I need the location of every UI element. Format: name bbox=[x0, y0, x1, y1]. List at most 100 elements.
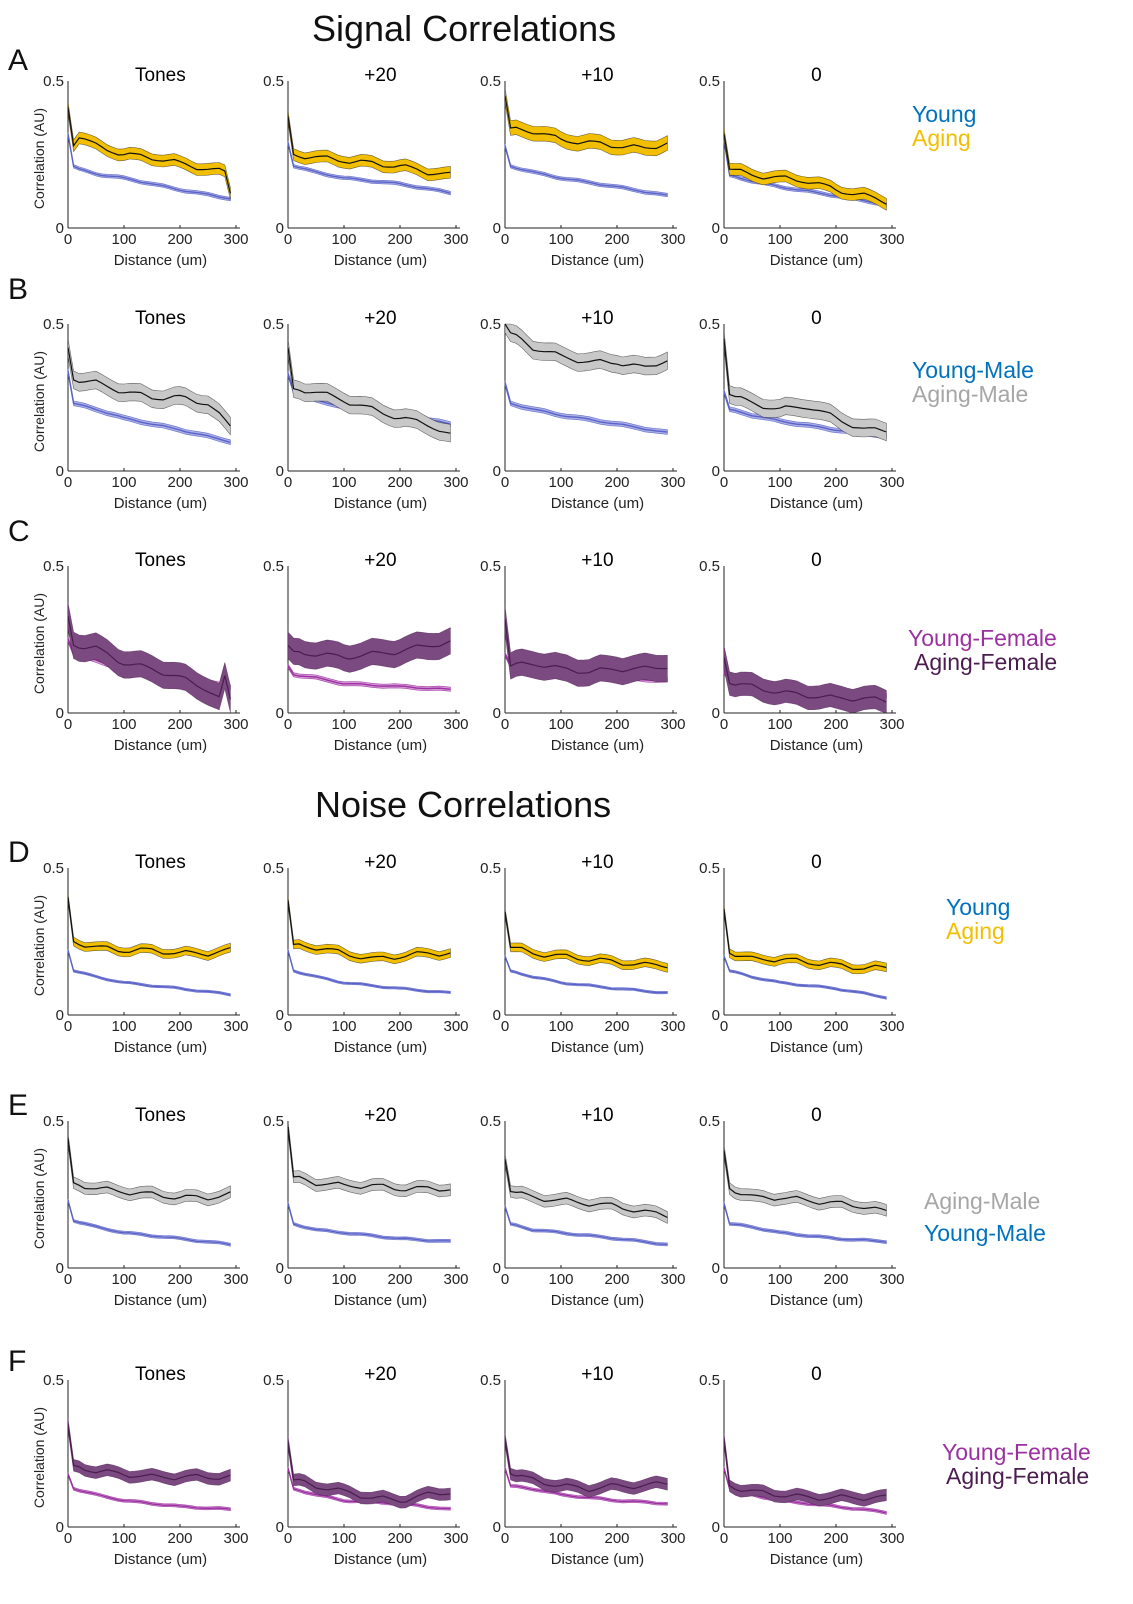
line-young-male bbox=[67, 370, 231, 443]
line-young-male bbox=[67, 1200, 231, 1246]
y-tick-label: 0 bbox=[493, 1519, 501, 1536]
legend-entry-aging-female: Aging-Female bbox=[946, 1463, 1090, 1489]
x-tick-label: 100 bbox=[548, 231, 573, 248]
x-tick-label: 0 bbox=[64, 716, 72, 733]
x-tick-label: 300 bbox=[879, 1530, 904, 1547]
y-tick-label: 0.5 bbox=[263, 316, 284, 333]
y-tick-label: 0.5 bbox=[43, 558, 64, 575]
x-tick-label: 100 bbox=[331, 231, 356, 248]
x-tick-label: 100 bbox=[767, 1530, 792, 1547]
x-tick-label: 100 bbox=[331, 1530, 356, 1547]
panel-title: +10 bbox=[581, 65, 613, 86]
x-axis-label: Distance (um) bbox=[770, 252, 863, 269]
panel-title: +20 bbox=[364, 1105, 396, 1126]
panel-f-1: Tones 0 100 200 300 0 0.5 Distance (um) Correlat… bbox=[31, 1364, 249, 1568]
line-aging-female bbox=[287, 1441, 451, 1503]
x-axis-label: Distance (um) bbox=[114, 252, 207, 269]
band-young bbox=[504, 954, 668, 995]
band-aging-female bbox=[287, 1435, 451, 1509]
panel-title: +10 bbox=[581, 1105, 613, 1126]
line-aging-female bbox=[504, 1438, 668, 1493]
y-tick-label: 0.5 bbox=[263, 73, 284, 90]
band-aging bbox=[67, 892, 231, 961]
x-tick-label: 0 bbox=[284, 716, 292, 733]
x-tick-label: 0 bbox=[501, 716, 509, 733]
x-tick-label: 100 bbox=[111, 474, 136, 491]
band-aging-male bbox=[723, 329, 887, 442]
x-axis-label: Distance (um) bbox=[114, 1551, 207, 1568]
y-tick-label: 0.5 bbox=[480, 860, 501, 877]
y-tick-label: 0 bbox=[56, 1007, 64, 1024]
panel-e-2: +20 0 100 200 300 0 0.5 Distance (um) bbox=[263, 1105, 468, 1309]
row-letter-f: F bbox=[8, 1345, 27, 1378]
x-tick-label: 300 bbox=[660, 716, 685, 733]
legend-e: Aging-Male Young-Male bbox=[924, 1189, 1046, 1245]
x-tick-label: 300 bbox=[660, 231, 685, 248]
band-aging-female bbox=[723, 645, 887, 714]
x-tick-label: 200 bbox=[604, 1018, 629, 1035]
line-aging bbox=[723, 909, 887, 971]
line-young bbox=[287, 950, 451, 994]
x-axis-label: Distance (um) bbox=[334, 737, 427, 754]
panel-title: 0 bbox=[811, 1105, 822, 1126]
legend-entry-aging-female: Aging-Female bbox=[914, 649, 1058, 675]
legend-f: Young-Female Aging-Female bbox=[942, 1440, 1091, 1488]
panel-a-2: +20 0 100 200 300 0 0.5 Distance (um) bbox=[263, 65, 468, 269]
legend-a: Young Aging bbox=[912, 102, 976, 150]
y-tick-label: 0 bbox=[276, 463, 284, 480]
y-tick-label: 0.5 bbox=[480, 558, 501, 575]
x-axis-label: Distance (um) bbox=[334, 495, 427, 512]
panel-title: Tones bbox=[135, 550, 186, 571]
legend-entry-aging-male: Aging-Male bbox=[924, 1188, 1041, 1214]
row-letter-b: B bbox=[8, 273, 29, 306]
legend-entry-young: Young bbox=[946, 894, 1011, 920]
x-tick-label: 100 bbox=[111, 1271, 136, 1288]
x-tick-label: 100 bbox=[767, 716, 792, 733]
x-tick-label: 0 bbox=[284, 1271, 292, 1288]
line-aging bbox=[287, 116, 451, 176]
x-axis-label: Distance (um) bbox=[334, 1292, 427, 1309]
legend-d: Young Aging bbox=[946, 895, 1010, 943]
legend-entry-aging: Aging bbox=[912, 125, 971, 151]
panel-title: +10 bbox=[581, 852, 613, 873]
x-tick-label: 100 bbox=[767, 231, 792, 248]
band-aging bbox=[723, 127, 887, 211]
x-tick-label: 200 bbox=[823, 231, 848, 248]
signal-correlations-title: Signal Correlations bbox=[312, 8, 617, 49]
x-axis-label: Distance (um) bbox=[114, 1039, 207, 1056]
y-tick-label: 0 bbox=[493, 220, 501, 237]
band-aging-female bbox=[723, 1432, 887, 1507]
y-tick-label: 0 bbox=[712, 1519, 720, 1536]
y-tick-label: 0.5 bbox=[480, 1113, 501, 1130]
line-young-female bbox=[67, 1473, 231, 1510]
x-tick-label: 0 bbox=[501, 1271, 509, 1288]
band-aging bbox=[287, 110, 451, 182]
line-aging-female bbox=[67, 1424, 231, 1481]
x-tick-label: 200 bbox=[167, 474, 192, 491]
y-axis-label: Correlation (AU) bbox=[31, 108, 47, 209]
x-axis-label: Distance (um) bbox=[770, 1292, 863, 1309]
panel-title: +10 bbox=[581, 1364, 613, 1385]
x-tick-label: 0 bbox=[720, 231, 728, 248]
panel-b-2: +20 0 100 200 300 0 0.5 Distance (um) bbox=[263, 308, 468, 512]
panel-b-1: Tones 0 100 200 300 0 0.5 Distance (um) Correlat… bbox=[31, 308, 249, 512]
line-aging-female bbox=[723, 1438, 887, 1502]
panel-title: 0 bbox=[811, 308, 822, 329]
y-tick-label: 0.5 bbox=[263, 1113, 284, 1130]
y-tick-label: 0.5 bbox=[699, 860, 720, 877]
x-tick-label: 200 bbox=[604, 1530, 629, 1547]
legend-entry-young-male: Young-Male bbox=[912, 357, 1034, 383]
line-aging-male bbox=[287, 347, 451, 434]
panel-a-1: Tones 0 100 200 300 0 0.5 Distance (um) Correlat… bbox=[31, 65, 249, 269]
band-aging-male bbox=[504, 1153, 668, 1224]
x-tick-label: 100 bbox=[331, 716, 356, 733]
panel-e-3: +10 0 100 200 300 0 0.5 Distance (um) bbox=[480, 1105, 685, 1309]
x-axis-label: Distance (um) bbox=[551, 252, 644, 269]
row-letter-c: C bbox=[8, 515, 30, 548]
line-aging-female bbox=[287, 640, 451, 660]
panel-e-1: Tones 0 100 200 300 0 0.5 Distance (um) Correlat… bbox=[31, 1105, 249, 1309]
x-tick-label: 0 bbox=[284, 1530, 292, 1547]
x-tick-label: 300 bbox=[443, 1271, 468, 1288]
